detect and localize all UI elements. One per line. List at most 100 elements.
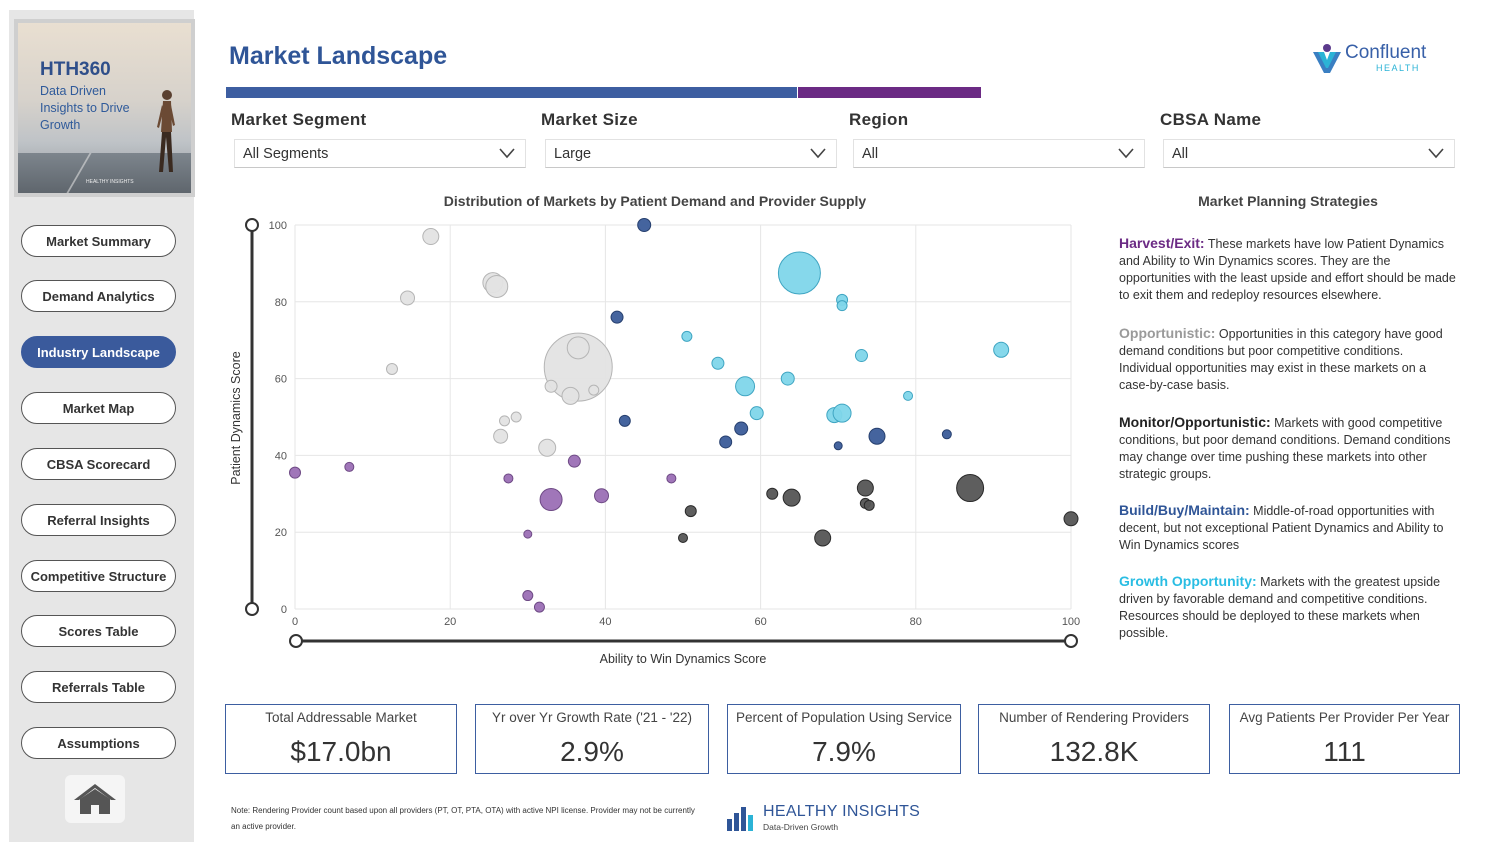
data-point-harvest — [666, 473, 677, 484]
strategy-monitor-text: Markets with good competitive conditions… — [1119, 416, 1451, 481]
strategies-title: Market Planning Strategies — [1198, 193, 1378, 209]
kpi-value: 2.9% — [560, 736, 624, 767]
market-segment-value: All Segments — [243, 145, 329, 162]
data-point-growth — [903, 390, 914, 401]
chart-grid — [294, 224, 1072, 610]
confluent-logo-icon — [1313, 44, 1341, 73]
confluent-logo-sub: HEALTH — [1376, 63, 1420, 73]
kpi-label: Percent of Population Using Service — [735, 710, 953, 725]
x-tick-label: 0 — [292, 616, 298, 628]
data-point-opportunistic — [493, 428, 509, 444]
chevron-down-icon — [810, 148, 826, 159]
data-point-opportunistic — [588, 384, 600, 396]
nav-scores-table[interactable]: Scores Table — [21, 615, 176, 647]
kpi-total-addressable-market: Total Addressable Market $17.0bn — [225, 704, 457, 774]
nav-competitive-structure[interactable]: Competitive Structure — [21, 560, 176, 592]
x-tick-label: 100 — [1062, 616, 1080, 628]
nav-industry-landscape[interactable]: Industry Landscape — [21, 336, 176, 368]
nav-assumptions[interactable]: Assumptions — [21, 727, 176, 759]
chevron-down-icon — [499, 148, 515, 159]
nav-demand-analytics[interactable]: Demand Analytics — [21, 280, 176, 312]
kpi-value: 7.9% — [812, 736, 876, 767]
data-point-build — [618, 414, 631, 427]
cbsa-name-value: All — [1172, 145, 1189, 162]
y-tick-label: 0 — [281, 604, 287, 616]
strategy-harvest: Harvest/Exit: These markets have low Pat… — [1119, 235, 1459, 304]
strategy-build: Build/Buy/Maintain: Middle-of-road oppor… — [1119, 502, 1459, 554]
kpi-value: $17.0bn — [290, 736, 392, 767]
data-point-growth — [836, 300, 848, 312]
data-point-opportunistic — [386, 363, 398, 375]
nav-market-map[interactable]: Market Map — [21, 392, 176, 424]
y-tick-label: 80 — [275, 297, 287, 309]
data-point-opportunistic — [561, 386, 580, 405]
kpi-growth-rate: Yr over Yr Growth Rate ('21 - '22) 2.9% — [475, 704, 709, 774]
healthy-insights-logo: HEALTHY INSIGHTS Data-Driven Growth — [726, 803, 946, 833]
kpi-label: Number of Rendering Providers — [999, 710, 1189, 725]
data-point-build — [734, 421, 749, 436]
market-segment-select[interactable]: All Segments — [234, 139, 526, 168]
data-point-monitor — [766, 487, 779, 500]
data-point-build — [719, 435, 733, 449]
chart-sliders — [245, 218, 1078, 648]
x-tick-label: 80 — [910, 616, 922, 628]
data-point-harvest — [594, 488, 610, 504]
strategy-growth-head: Growth Opportunity: — [1119, 573, 1257, 589]
data-point-build — [941, 429, 952, 440]
cbsa-name-select[interactable]: All — [1163, 139, 1455, 168]
data-point-harvest — [523, 529, 533, 539]
data-point-growth — [681, 330, 693, 342]
chart-ticks: 0 20 40 60 80 100 0 20 40 60 80 100 — [269, 220, 1081, 628]
data-point-opportunistic — [400, 290, 416, 306]
strategy-monitor-head: Monitor/Opportunistic: — [1119, 414, 1271, 430]
y-tick-label: 100 — [269, 220, 287, 232]
strategy-growth-text: Markets with the greatest upside driven … — [1119, 575, 1441, 640]
kpi-patients-per-provider: Avg Patients Per Provider Per Year 111 — [1229, 704, 1460, 774]
strategy-build-head: Build/Buy/Maintain: — [1119, 502, 1250, 518]
region-value: All — [862, 145, 879, 162]
bar-chart-logo-icon — [727, 807, 753, 831]
data-point-harvest — [539, 488, 563, 512]
title-underline-blue — [226, 87, 797, 98]
brand-title: HTH360 — [40, 59, 111, 80]
data-point-harvest — [522, 590, 534, 602]
runner-icon — [157, 90, 175, 172]
footer-note: Note: Rendering Provider count based upo… — [231, 806, 695, 831]
nav-referral-insights[interactable]: Referral Insights — [21, 504, 176, 536]
data-point-opportunistic — [543, 332, 613, 402]
data-point-growth — [993, 341, 1010, 358]
page-title: Market Landscape — [229, 42, 448, 70]
data-point-harvest — [289, 466, 301, 479]
chevron-down-icon — [1428, 148, 1444, 159]
strategy-harvest-text: These markets have low Patient Dynamics … — [1119, 237, 1456, 302]
brand-subtitle: Data Driven Insights to Drive Growth — [40, 84, 130, 132]
title-underline-purple — [798, 87, 981, 98]
brand-mini-logo: HEALTHY INSIGHTS — [86, 179, 134, 185]
home-button[interactable] — [65, 775, 125, 823]
data-point-opportunistic — [566, 336, 590, 360]
strategy-growth: Growth Opportunity: Markets with the gre… — [1119, 573, 1459, 642]
confluent-logo: Confluent HEALTH — [1310, 42, 1460, 76]
data-point-growth — [780, 371, 795, 386]
strategy-monitor: Monitor/Opportunistic: Markets with good… — [1119, 414, 1459, 483]
y-slider-handle-bottom — [245, 602, 259, 616]
confluent-logo-name: Confluent — [1345, 42, 1427, 63]
data-point-monitor — [956, 474, 985, 503]
data-point-opportunistic — [538, 438, 557, 457]
filter-label-market-size: Market Size — [541, 110, 638, 129]
region-select[interactable]: All — [853, 139, 1145, 168]
nav-market-summary[interactable]: Market Summary — [21, 225, 176, 257]
strategy-opportunistic-text: Opportunities in this category have good… — [1119, 327, 1443, 392]
nav-cbsa-scorecard[interactable]: CBSA Scorecard — [21, 448, 176, 480]
kpi-population-using-service: Percent of Population Using Service 7.9% — [727, 704, 961, 774]
data-point-build — [833, 441, 843, 451]
footer-logo-name: HEALTHY INSIGHTS — [763, 803, 921, 820]
market-size-select[interactable]: Large — [545, 139, 837, 168]
data-point-monitor — [678, 532, 688, 543]
filter-label-region: Region — [849, 110, 909, 129]
data-point-opportunistic — [485, 274, 509, 298]
data-point-build — [637, 218, 652, 232]
data-point-monitor — [814, 529, 832, 547]
nav-referrals-table[interactable]: Referrals Table — [21, 671, 176, 703]
data-point-growth — [735, 376, 756, 397]
